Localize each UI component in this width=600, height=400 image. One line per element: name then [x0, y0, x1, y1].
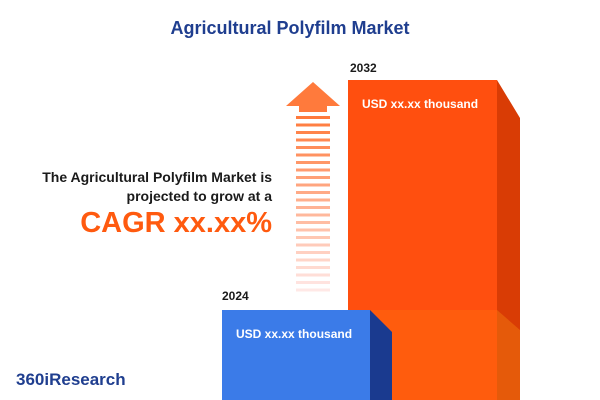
bar-side-lower — [497, 310, 520, 400]
bar-side — [370, 310, 392, 400]
arrow-stripe — [296, 228, 330, 232]
arrow-stripe — [296, 191, 330, 194]
arrow-stripe — [296, 258, 330, 262]
arrow-stripe — [296, 236, 330, 239]
arrow-stripe — [296, 206, 330, 209]
growth-arrow — [286, 82, 340, 292]
bar-2024 — [222, 310, 370, 400]
arrow-stripe — [296, 176, 330, 179]
brand: 360iResearch — [16, 370, 126, 389]
arrow-stripe — [296, 123, 330, 127]
arrow-stripe — [296, 281, 330, 284]
bar-label: USD xx.xx thousand — [236, 327, 352, 341]
arrow-stripe — [296, 138, 330, 142]
arrow-stripe — [296, 183, 330, 187]
arrow-stripe — [296, 221, 330, 224]
arrow-stripe — [296, 273, 330, 277]
arrow-stripe — [296, 153, 330, 157]
arrow-stripe — [296, 116, 330, 119]
statement-line: projected to grow at a — [127, 188, 273, 204]
arrow-stripe — [296, 161, 330, 164]
arrow-stripe — [296, 168, 330, 172]
arrow-stripe — [296, 146, 330, 149]
arrow-stripe — [296, 251, 330, 254]
year-label: 2024 — [222, 289, 249, 303]
statement-line: The Agricultural Polyfilm Market is — [42, 169, 272, 185]
arrow-stripe — [296, 131, 330, 134]
title: Agricultural Polyfilm Market — [170, 18, 409, 38]
arrow-stripe — [296, 213, 330, 217]
arrow-stripe — [296, 198, 330, 202]
year-label: 2032 — [350, 61, 377, 75]
bar-label: USD xx.xx thousand — [362, 97, 478, 111]
arrow-head — [286, 82, 340, 112]
cagr: CAGR xx.xx% — [80, 207, 272, 239]
arrow-stripe — [296, 288, 330, 292]
arrow-stripe — [296, 266, 330, 269]
arrow-stripe — [296, 243, 330, 247]
